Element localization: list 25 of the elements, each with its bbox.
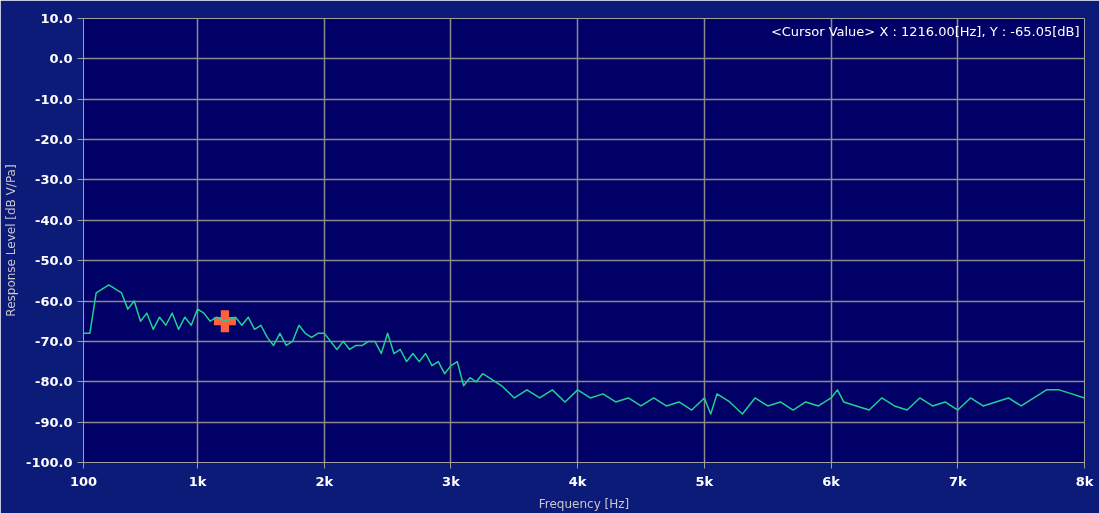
annotation: <Cursor Value> X : 1216.00[Hz], Y : -65.05[dB] xyxy=(770,23,1080,39)
x-axis-title: Frequency [Hz] xyxy=(538,496,630,511)
y-tick-label: -70.0 xyxy=(35,333,73,349)
x-tick-label: 5k xyxy=(695,473,714,489)
y-tick-label: 10.0 xyxy=(40,11,73,26)
y-tick-label: -90.0 xyxy=(35,414,73,430)
x-tick-label: 100 xyxy=(69,473,98,489)
y-tick-label: -60.0 xyxy=(35,293,73,309)
x-tick-label: 6k xyxy=(822,473,841,489)
y-tick-label: -40.0 xyxy=(35,212,73,228)
x-tick-label: 2k xyxy=(315,473,334,489)
y-tick-label: -20.0 xyxy=(35,132,73,148)
y-tick-label: -30.0 xyxy=(35,172,73,188)
y-axis-title: Response Level [dB V/Pa] xyxy=(3,164,18,317)
x-tick-label: 3k xyxy=(442,473,461,489)
x-tick-label: 7k xyxy=(948,473,967,489)
y-tick-label: 0.0 xyxy=(49,51,73,67)
line-series xyxy=(83,284,1085,415)
x-tick-label: 8k xyxy=(1075,473,1094,489)
y-tick-label: -100.0 xyxy=(25,455,73,470)
y-tick-label: -10.0 xyxy=(35,91,73,107)
y-tick-label: -80.0 xyxy=(35,374,73,390)
y-tick-label: -50.0 xyxy=(35,253,73,269)
x-tick-label: 4k xyxy=(568,473,587,489)
x-tick-label: 1k xyxy=(188,473,207,489)
